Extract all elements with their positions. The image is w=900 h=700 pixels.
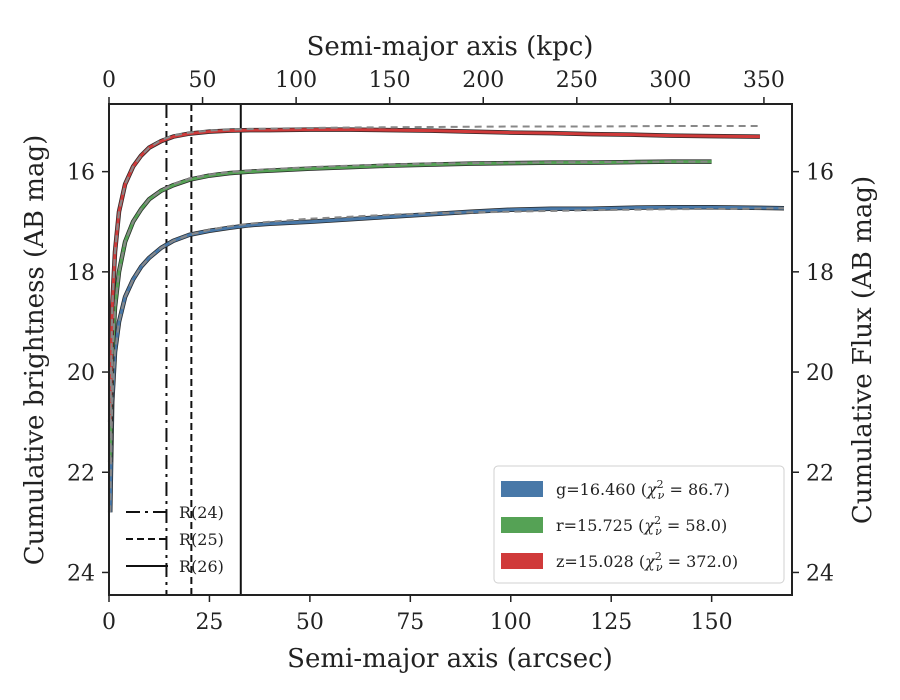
top-x-axis-label: Semi-major axis (kpc) xyxy=(307,32,594,62)
series-legend-label: r=15.725 (χ2 ν = 58.0) xyxy=(556,514,727,538)
x-tick-label: 25 xyxy=(195,610,223,635)
top-x-tick-label: 0 xyxy=(102,68,116,93)
model-curves-layer xyxy=(109,125,785,513)
top-x-tick-label: 50 xyxy=(189,68,217,93)
x-tick-label: 125 xyxy=(590,610,632,635)
y-axis-label: Cumulative brightness (AB mag) xyxy=(20,135,50,566)
x-tick-label: 0 xyxy=(102,610,116,635)
reference-line-legend: R(24) R(25) R(26) xyxy=(126,503,224,576)
reference-legend-label: R(24) xyxy=(179,503,224,522)
plot-frame xyxy=(108,103,793,596)
x-tick-label: 100 xyxy=(490,610,532,635)
right-y-tick-label: 18 xyxy=(806,261,834,286)
series-legend-label: g=16.460 (χ2 ν = 86.7) xyxy=(556,478,730,502)
top-x-tick-label: 250 xyxy=(556,68,598,93)
right-y-tick-label: 24 xyxy=(806,561,834,586)
top-x-tick-label: 300 xyxy=(649,68,691,93)
series-outline-2 xyxy=(107,127,760,423)
legend-box xyxy=(493,465,785,584)
model-curve-0 xyxy=(109,207,785,513)
series-line-0 xyxy=(108,205,785,513)
series-legend: g=16.460 (χ2 ν = 86.7) r=15.725 (χ2 ν = 58.… xyxy=(493,465,785,584)
reference-legend-label: R(26) xyxy=(179,557,224,576)
y-axis-ticks: 16 18 20 22 24 xyxy=(67,161,109,586)
right-y-axis-ticks: 16 18 20 22 24 xyxy=(792,161,834,586)
x-tick-label: 50 xyxy=(296,610,324,635)
y-tick-label: 18 xyxy=(67,261,95,286)
reference-lines xyxy=(165,104,242,595)
x-tick-label: 150 xyxy=(691,610,733,635)
series-legend-swatch xyxy=(501,481,543,497)
top-x-tick-label: 100 xyxy=(275,68,317,93)
y-tick-label: 22 xyxy=(67,461,95,486)
y-tick-label: 20 xyxy=(67,361,95,386)
model-curve-1 xyxy=(109,160,712,463)
right-y-axis-label: Cumulative Flux (AB mag) xyxy=(848,176,878,524)
top-x-axis-ticks: 0 50 100 150 200 250 300 350 xyxy=(102,68,785,104)
top-x-tick-label: 150 xyxy=(369,68,411,93)
series-legend-swatch xyxy=(501,517,543,533)
series-legend-swatch xyxy=(501,553,543,569)
series-line-2 xyxy=(108,128,760,423)
series-layer xyxy=(107,127,785,513)
y-tick-label: 16 xyxy=(67,161,95,186)
series-legend-label: z=15.028 (χ2 ν = 372.0) xyxy=(556,550,738,574)
x-axis-label: Semi-major axis (arcsec) xyxy=(287,644,613,674)
model-curve-2 xyxy=(109,125,760,423)
right-y-tick-label: 20 xyxy=(806,361,834,386)
right-y-tick-label: 16 xyxy=(806,161,834,186)
x-axis-ticks: 0 25 50 75 100 125 150 xyxy=(102,595,733,635)
reference-legend-label: R(25) xyxy=(179,530,224,549)
x-tick-label: 75 xyxy=(396,610,424,635)
y-tick-label: 24 xyxy=(67,561,95,586)
top-x-tick-label: 350 xyxy=(743,68,785,93)
right-y-tick-label: 22 xyxy=(806,461,834,486)
top-x-tick-label: 200 xyxy=(462,68,504,93)
